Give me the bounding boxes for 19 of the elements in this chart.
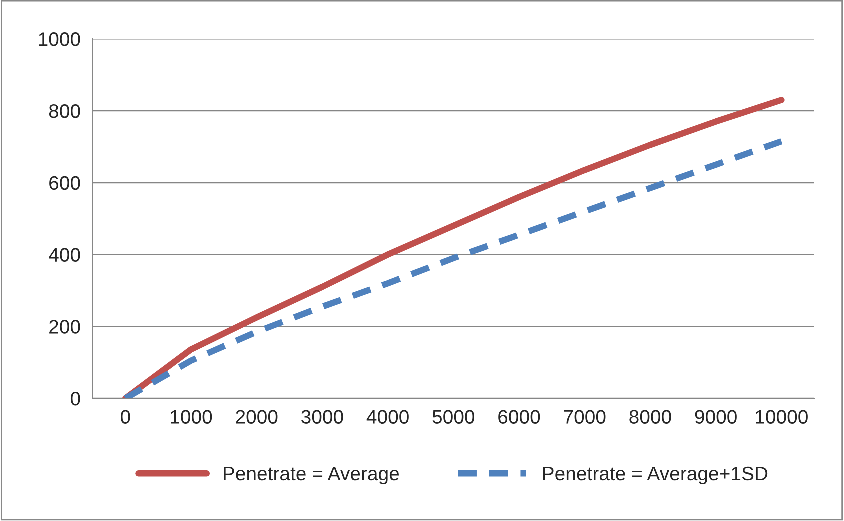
legend-label: Penetrate = Average	[224, 467, 400, 485]
x-tick-label: 2000	[236, 410, 278, 424]
x-tick-label: 4000	[366, 410, 409, 424]
x-tick-label: 6000	[498, 410, 540, 424]
x-tick-label: 5000	[432, 410, 475, 424]
x-tick-label: 0	[120, 410, 130, 424]
y-tick-label: 0	[70, 392, 80, 406]
x-tick-label: 3000	[302, 410, 344, 424]
x-tick-label: 7000	[564, 410, 606, 424]
y-tick-label: 600	[50, 176, 80, 190]
x-tick-label: 1000	[171, 410, 212, 424]
y-tick-label: 1000	[39, 32, 80, 46]
x-tick-label: 10000	[756, 410, 808, 424]
legend-label: Penetrate = Average+1SD	[543, 466, 768, 485]
y-tick-label: 200	[50, 320, 80, 334]
y-tick-label: 400	[49, 248, 80, 262]
y-tick-label: 800	[49, 104, 80, 118]
x-tick-label: 8000	[630, 410, 672, 424]
x-tick-label: 9000	[695, 410, 737, 424]
